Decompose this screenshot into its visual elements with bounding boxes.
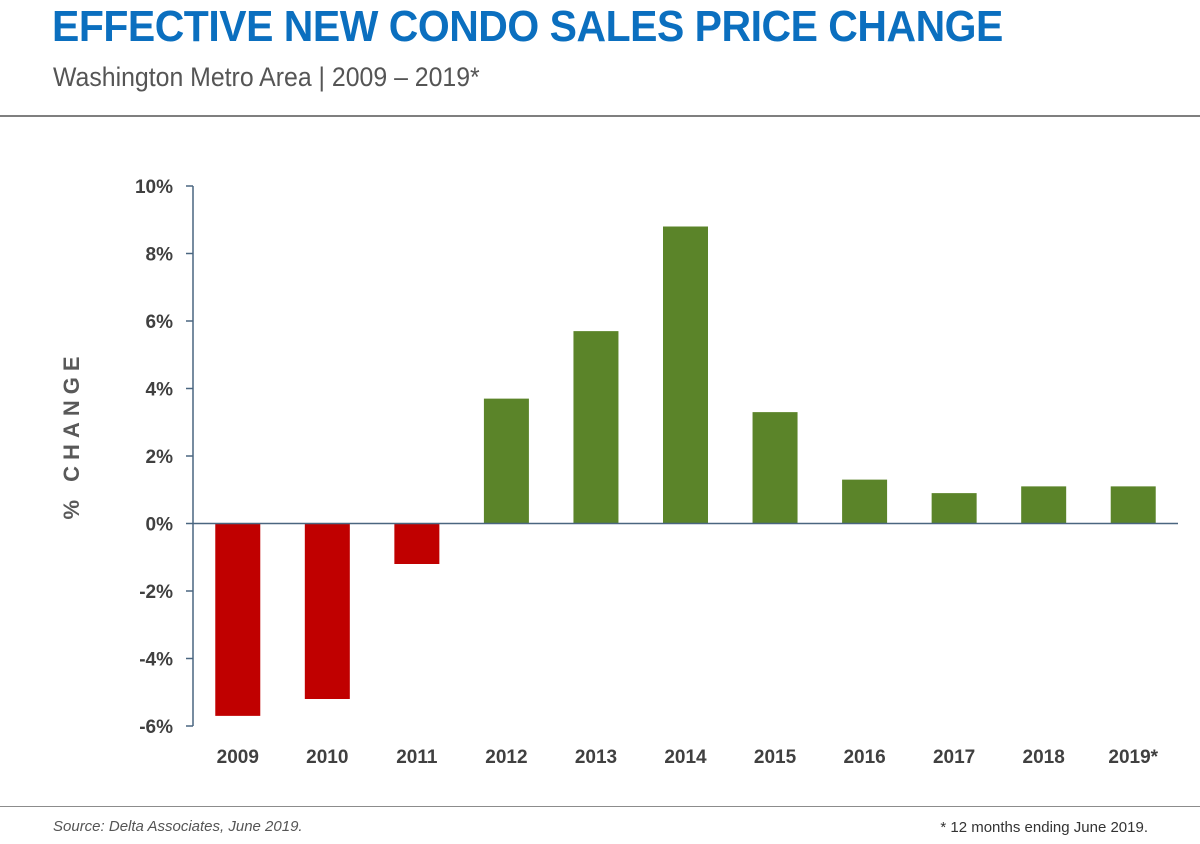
bar-2015 xyxy=(752,412,798,524)
chart-subtitle: Washington Metro Area | 2009 – 2019* xyxy=(53,62,480,92)
bar-2013 xyxy=(573,331,619,524)
y-tick-label: 2% xyxy=(146,447,174,468)
y-tick-label: -4% xyxy=(139,650,173,671)
x-tick-label: 2016 xyxy=(843,747,885,768)
bar-2011 xyxy=(394,523,440,564)
source-note: Source: Delta Associates, June 2019. xyxy=(53,818,303,835)
bar-2019 xyxy=(1110,486,1156,524)
bar-2009 xyxy=(215,523,261,716)
x-tick-label: 2015 xyxy=(754,747,797,768)
x-tick-label: 2019* xyxy=(1108,747,1158,768)
bars xyxy=(215,226,1156,716)
chart-title: EFFECTIVE NEW CONDO SALES PRICE CHANGE xyxy=(52,2,1003,51)
bar-2018 xyxy=(1021,486,1067,524)
x-tick-label: 2018 xyxy=(1023,747,1065,768)
y-tick-label: 4% xyxy=(146,380,174,401)
y-tick-label: 10% xyxy=(135,177,173,198)
bar-2014 xyxy=(663,226,708,524)
y-tick-label: -6% xyxy=(139,717,173,738)
footer-divider xyxy=(0,806,1200,807)
x-tick-label: 2013 xyxy=(575,747,617,768)
y-tick-label: 0% xyxy=(146,515,174,536)
y-tick-label: 6% xyxy=(146,312,174,333)
header-divider xyxy=(0,115,1200,117)
x-tick-label: 2017 xyxy=(933,747,975,768)
bar-2012 xyxy=(483,398,529,524)
y-tick-label: -2% xyxy=(139,582,173,603)
x-axis-labels: 2009 2010 2011 2012 2013 2014 2015 2016 2017 2018… xyxy=(217,747,1159,768)
x-tick-label: 2014 xyxy=(664,747,707,768)
bar-2010 xyxy=(304,523,350,699)
y-axis-ticks: 10% 8% 6% 4% 2% 0% -2% -4% -6% xyxy=(135,177,193,738)
x-tick-label: 2012 xyxy=(485,747,527,768)
x-tick-label: 2011 xyxy=(396,747,438,768)
bar-2017 xyxy=(931,493,977,524)
bar-2016 xyxy=(842,479,888,524)
x-tick-label: 2010 xyxy=(306,747,348,768)
y-tick-label: 8% xyxy=(146,245,174,266)
x-tick-label: 2009 xyxy=(217,747,259,768)
footnote: * 12 months ending June 2019. xyxy=(940,819,1148,836)
axes xyxy=(192,186,1178,726)
